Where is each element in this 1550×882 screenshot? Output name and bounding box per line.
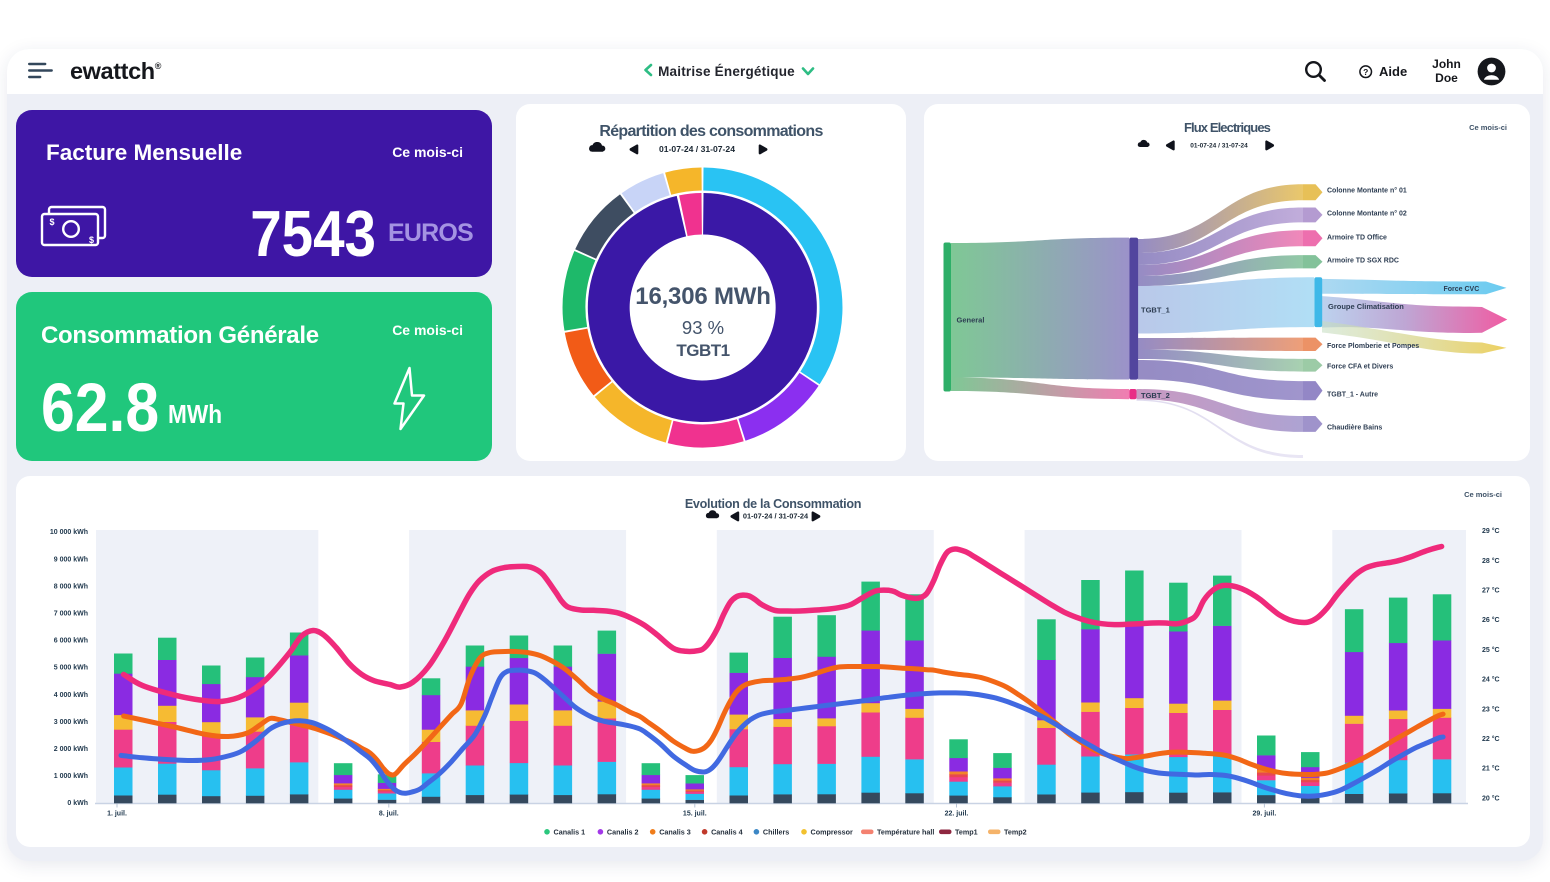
svg-text:8. juil.: 8. juil. (379, 811, 399, 818)
svg-text:Temp1: Temp1 (955, 827, 978, 836)
svg-text:Armoire TD Office: Armoire TD Office (1327, 235, 1387, 242)
svg-text:Force Plomberie et Pompes: Force Plomberie et Pompes (1327, 343, 1419, 350)
svg-text:26 °C: 26 °C (1482, 616, 1500, 624)
svg-text:General: General (957, 316, 985, 325)
svg-text:Compressor: Compressor (811, 827, 854, 836)
svg-text:1 000 kWh: 1 000 kWh (54, 773, 88, 780)
svg-text:TGBT_1 - Autre: TGBT_1 - Autre (1327, 392, 1378, 399)
svg-text:$: $ (89, 235, 94, 245)
svg-text:TGBT_2: TGBT_2 (1141, 391, 1170, 400)
svg-text:4 000 kWh: 4 000 kWh (54, 692, 88, 699)
svg-text:Colonne Montante n° 01: Colonne Montante n° 01 (1327, 187, 1407, 195)
svg-text:Canalis 3: Canalis 3 (659, 827, 691, 836)
svg-text:3 000 kWh: 3 000 kWh (54, 719, 88, 726)
svg-text:29 °C: 29 °C (1482, 527, 1500, 535)
svg-text:Force CVC: Force CVC (1444, 286, 1480, 293)
svg-text:Groupe Climatisation: Groupe Climatisation (1328, 302, 1404, 311)
svg-text:21 °C: 21 °C (1482, 765, 1500, 773)
svg-text:23 °C: 23 °C (1482, 705, 1500, 713)
svg-text:22. juil.: 22. juil. (945, 811, 969, 818)
svg-text:Colonne Montante n° 02: Colonne Montante n° 02 (1327, 210, 1407, 218)
svg-text:01-07-24 / 31-07-24: 01-07-24 / 31-07-24 (1190, 142, 1248, 149)
svg-text:?: ? (1363, 67, 1368, 77)
svg-text:1. juil.: 1. juil. (107, 811, 127, 818)
svg-text:01-07-24 / 31-07-24: 01-07-24 / 31-07-24 (659, 144, 735, 154)
svg-text:7 000 kWh: 7 000 kWh (54, 611, 88, 618)
svg-text:Force CFA et Divers: Force CFA et Divers (1327, 364, 1393, 371)
svg-text:6 000 kWh: 6 000 kWh (54, 638, 88, 645)
svg-text:8 000 kWh: 8 000 kWh (54, 583, 88, 590)
svg-text:28 °C: 28 °C (1482, 557, 1500, 565)
svg-text:Température hall: Température hall (877, 827, 934, 836)
svg-text:$: $ (50, 217, 55, 227)
svg-text:27 °C: 27 °C (1482, 587, 1500, 595)
svg-text:Chaudière Bains: Chaudière Bains (1327, 425, 1382, 432)
svg-text:10 000 kWh: 10 000 kWh (50, 529, 88, 536)
svg-text:Canalis 4: Canalis 4 (711, 827, 743, 836)
svg-text:01-07-24 / 31-07-24: 01-07-24 / 31-07-24 (742, 512, 808, 521)
svg-text:22 °C: 22 °C (1482, 735, 1500, 743)
svg-text:24 °C: 24 °C (1482, 676, 1500, 684)
svg-text:Armoire TD SGX RDC: Armoire TD SGX RDC (1327, 258, 1399, 265)
svg-text:Canalis 1: Canalis 1 (554, 827, 586, 836)
svg-text:15. juil.: 15. juil. (683, 811, 707, 818)
svg-text:20 °C: 20 °C (1482, 794, 1500, 802)
svg-text:25 °C: 25 °C (1482, 646, 1500, 654)
svg-text:TGBT_1: TGBT_1 (1141, 306, 1170, 315)
svg-text:Temp2: Temp2 (1004, 827, 1027, 836)
svg-text:2 000 kWh: 2 000 kWh (54, 746, 88, 753)
svg-text:29. juil.: 29. juil. (1253, 811, 1277, 818)
svg-text:0 kWh: 0 kWh (67, 800, 88, 807)
svg-text:5 000 kWh: 5 000 kWh (54, 665, 88, 672)
svg-text:Chillers: Chillers (763, 827, 789, 836)
svg-text:9 000 kWh: 9 000 kWh (54, 556, 88, 563)
svg-text:Canalis 2: Canalis 2 (607, 827, 639, 836)
